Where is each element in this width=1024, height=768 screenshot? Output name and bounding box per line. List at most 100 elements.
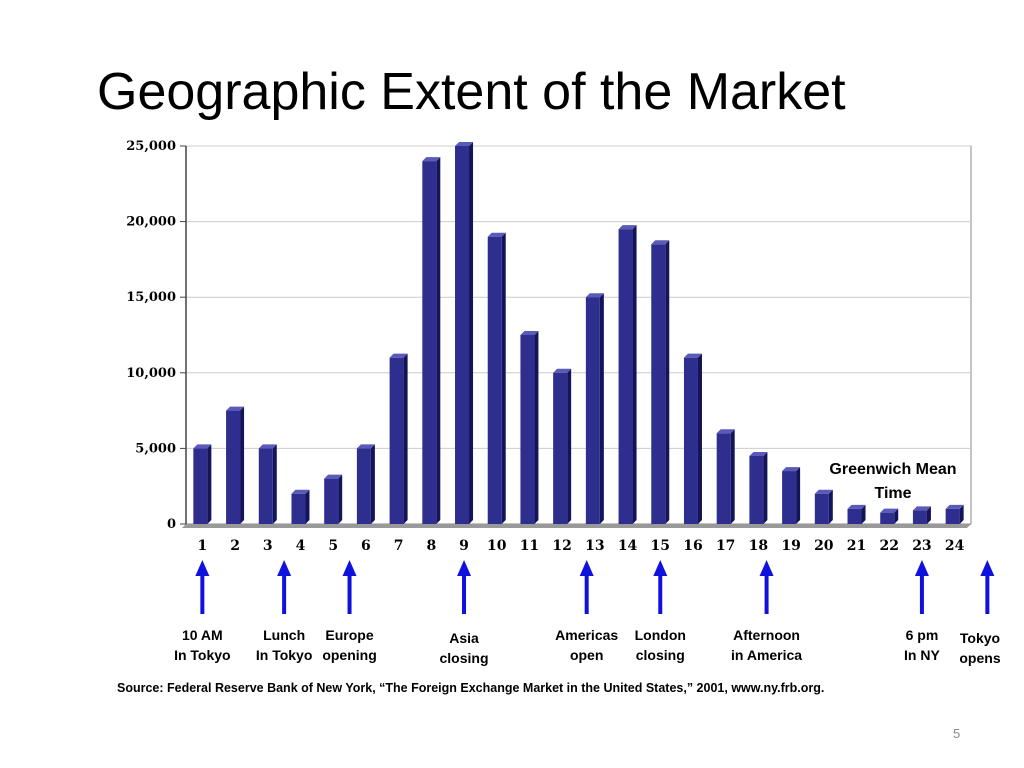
x-tick-label: 15: [651, 538, 670, 554]
x-tick-label: 23: [912, 538, 931, 554]
bar-side: [534, 331, 539, 524]
bar-side: [338, 474, 343, 524]
x-tick-label: 24: [945, 538, 965, 554]
bar-side: [469, 142, 474, 524]
up-arrow-icon: [277, 560, 292, 614]
x-tick-label: 16: [683, 538, 702, 554]
bar-face: [912, 510, 927, 524]
y-tick-label: 0: [167, 517, 176, 532]
up-arrow-icon: [342, 560, 357, 614]
y-tick-label: 15,000: [126, 290, 176, 305]
annotation-label: 6 pm In NY: [904, 627, 940, 663]
bar-side: [926, 506, 931, 524]
bar-top: [749, 451, 768, 456]
bar-top: [618, 225, 637, 230]
x-axis-label: Greenwich Mean Time: [829, 461, 957, 502]
annotation-arrows: [195, 560, 995, 614]
x-tick-label: 12: [552, 538, 571, 554]
x-tick-label: 6: [361, 538, 371, 554]
bar-side: [567, 368, 572, 524]
bar: [683, 353, 702, 524]
x-tick-label: 17: [716, 538, 735, 554]
bar-face: [520, 335, 535, 524]
bar-top: [585, 293, 604, 298]
bar: [455, 142, 474, 524]
arrow-head: [277, 560, 292, 576]
bar-side: [599, 293, 604, 524]
bar-top: [880, 508, 899, 513]
up-arrow-icon: [759, 560, 774, 614]
bar: [258, 444, 277, 524]
bar-top: [683, 353, 702, 358]
bar: [651, 240, 670, 524]
x-tick-label: 10: [487, 538, 507, 554]
bar-face: [258, 448, 273, 524]
bar-side: [207, 444, 212, 524]
bar-side: [436, 157, 441, 524]
up-arrow-icon: [980, 560, 995, 614]
bar: [422, 157, 441, 524]
bar-side: [959, 504, 964, 524]
bar-side: [796, 467, 801, 524]
arrow-head: [653, 560, 668, 576]
x-tick-label: 13: [585, 538, 604, 554]
bar-face: [945, 508, 960, 524]
bar: [520, 331, 539, 524]
x-tick-label: 14: [618, 538, 638, 554]
bar-top: [422, 157, 441, 162]
bar-face: [782, 471, 797, 524]
bar: [487, 232, 506, 524]
annotation-label: Afternoon in America: [731, 627, 803, 663]
x-tick-label: 22: [879, 538, 898, 554]
bar-face: [880, 512, 895, 524]
x-tick-label: 4: [296, 538, 306, 554]
bar-face: [422, 161, 437, 524]
bar-face: [847, 508, 862, 524]
x-tick-label: 1: [197, 538, 207, 554]
bar-top: [520, 331, 539, 335]
bar-top: [258, 444, 277, 449]
up-arrow-icon: [195, 560, 210, 614]
bar-top: [226, 406, 245, 411]
page-number: 5: [953, 726, 961, 741]
bar: [193, 444, 212, 524]
bar-top: [814, 489, 833, 494]
bar-face: [291, 493, 306, 524]
arrow-head: [342, 560, 357, 576]
x-tick-label: 5: [328, 538, 338, 554]
bar-face: [749, 455, 764, 524]
arrow-head: [914, 560, 929, 576]
bar-side: [272, 444, 277, 524]
bar-face: [683, 357, 698, 524]
annotation-label: Europe opening: [322, 627, 377, 663]
up-arrow-icon: [914, 560, 929, 614]
x-tick-label: 8: [426, 538, 436, 554]
annotation-label: London closing: [634, 627, 686, 663]
bar: [814, 489, 833, 524]
bar-top: [912, 506, 931, 511]
bar-top: [455, 142, 474, 146]
bar-side: [632, 225, 637, 524]
annotation-label: Americas open: [555, 627, 619, 663]
bar-side: [665, 240, 670, 524]
bar-top: [324, 474, 343, 479]
x-tick-label: 2: [230, 538, 240, 554]
x-tick-label: 21: [847, 538, 866, 554]
bar-face: [716, 433, 731, 524]
bar: [749, 451, 768, 524]
bar-top: [389, 353, 408, 358]
bar: [324, 474, 343, 524]
bar-face: [389, 357, 404, 524]
bar-face: [356, 448, 371, 524]
arrow-head: [980, 560, 995, 576]
bar: [389, 353, 408, 524]
bar-face: [585, 297, 600, 524]
up-arrow-icon: [579, 560, 594, 614]
bar-top: [553, 368, 572, 373]
bar: [226, 406, 245, 524]
arrow-head: [759, 560, 774, 576]
chart-floor: [182, 524, 971, 528]
bar-top: [847, 504, 866, 509]
